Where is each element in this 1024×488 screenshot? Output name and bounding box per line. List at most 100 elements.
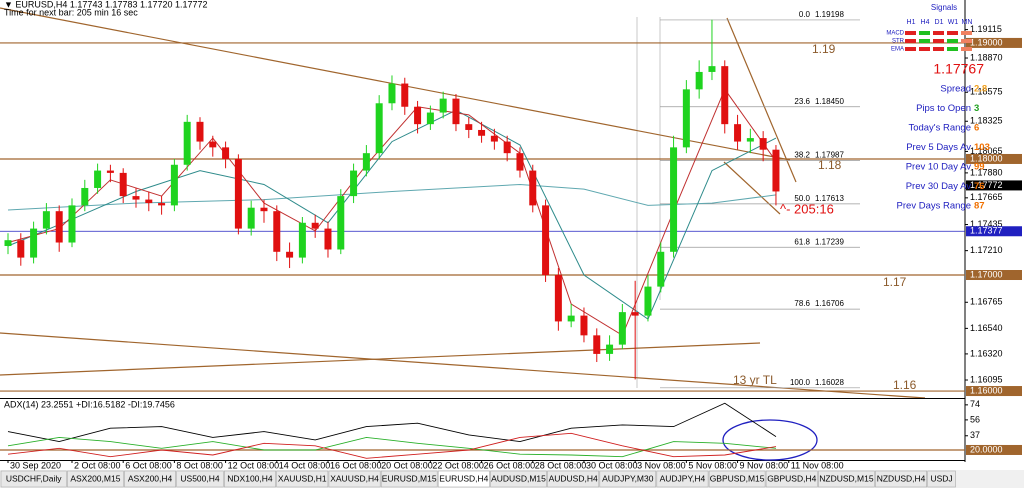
tab[interactable] (224, 470, 276, 488)
fib-level: 0.0 (799, 10, 811, 19)
candle-body (567, 315, 575, 322)
candle-body (721, 66, 729, 125)
candle-body (234, 158, 242, 229)
adx-level-label: 20.0000 (970, 444, 1003, 454)
candle-body (401, 83, 409, 107)
candle-body (119, 172, 127, 197)
tab[interactable] (547, 470, 600, 488)
fib-price: 1.16706 (815, 299, 844, 308)
annotation: 1.18 (818, 158, 842, 172)
tab[interactable] (437, 470, 490, 488)
candle-body (273, 211, 281, 252)
tab-label[interactable]: EURUSD,H4 (439, 473, 488, 483)
x-tick-label: 22 Oct 08:00 (432, 460, 484, 470)
adx-line (7, 432, 777, 459)
tab-label[interactable]: USDJ (930, 473, 952, 483)
tab[interactable] (124, 470, 177, 488)
tab-label[interactable]: AUDUSD,H4 (549, 473, 598, 483)
price-box (966, 386, 1022, 397)
signal-cell (947, 47, 958, 51)
tab-label[interactable]: NDX100,H4 (227, 473, 273, 483)
stat-label: Spread (940, 84, 971, 95)
tab-label[interactable]: XAUUSD,H4 (330, 473, 379, 483)
candle-body (529, 170, 537, 206)
signal-cell (933, 31, 944, 35)
signal-cell (919, 47, 930, 51)
candle-body (362, 153, 370, 171)
tab[interactable] (67, 470, 124, 488)
candle-body (298, 222, 306, 258)
tab-label[interactable]: AUDJPY,H4 (660, 473, 706, 483)
tab-label[interactable]: US500,H4 (180, 473, 219, 483)
x-tick-label: 20 Oct 08:00 (381, 460, 433, 470)
tab-label[interactable]: NZDUSD,M15 (819, 473, 874, 483)
fib-level: 61.8 (794, 237, 810, 246)
tab[interactable] (765, 470, 818, 488)
tab[interactable] (875, 470, 928, 488)
stat-value: 76 (974, 181, 985, 192)
adx-tick-label: 74 (970, 399, 980, 409)
tab[interactable] (276, 470, 329, 488)
y-tick-label: 1.18575 (970, 87, 1003, 97)
candle-body (132, 196, 140, 200)
tab[interactable] (380, 470, 438, 488)
candle-body (68, 205, 76, 243)
tab[interactable] (927, 470, 956, 488)
y-tick-label: 1.18065 (970, 146, 1003, 156)
tab-label[interactable]: GBPUSD,H4 (767, 473, 816, 483)
stat-value: 99 (974, 162, 985, 173)
tab[interactable] (490, 470, 547, 488)
candle-body (746, 138, 754, 142)
moving-average (7, 183, 777, 211)
signal-cell (933, 39, 944, 43)
candle-body (631, 312, 639, 316)
tab-label[interactable]: NZDUSD,H4 (877, 473, 926, 483)
candle-body (260, 207, 268, 212)
candle-body (618, 312, 626, 345)
tab-label[interactable]: ASX200,M15 (70, 473, 120, 483)
signal-cell (919, 31, 930, 35)
signal-cell (961, 31, 972, 35)
signal-cell (919, 39, 930, 43)
tab-label[interactable]: GBPUSD,M15 (710, 473, 765, 483)
tab-label[interactable]: AUDJPY,M30 (602, 473, 654, 483)
candle-body (145, 199, 153, 204)
signals-column: W1 (948, 19, 959, 26)
candle-body (670, 147, 678, 252)
x-tick-label: 12 Oct 08:00 (228, 460, 280, 470)
tab-label[interactable]: AUDUSD,M15 (491, 473, 546, 483)
candle-body (593, 335, 601, 354)
tab-label[interactable]: ASX200,H4 (128, 473, 173, 483)
tab-label[interactable]: EURUSD,M15 (382, 473, 437, 483)
fib-level: 50.0 (794, 194, 810, 203)
fib-level: 100.0 (790, 378, 811, 387)
tab[interactable] (176, 470, 224, 488)
tab-label[interactable]: USDCHF,Daily (6, 473, 62, 483)
tab[interactable] (0, 470, 67, 488)
tab[interactable] (328, 470, 381, 488)
tab[interactable] (708, 470, 766, 488)
y-tick-label: 1.17665 (970, 192, 1003, 202)
candle-body (350, 170, 358, 197)
wedge-line (723, 161, 781, 215)
fib-price: 1.19198 (815, 10, 844, 19)
tab[interactable] (818, 470, 875, 488)
adx-title: ADX(14) 23.2551 +DI:16.5182 -DI:19.7456 (4, 399, 175, 409)
candle-body (759, 138, 767, 150)
annotation: 1.19 (812, 42, 836, 56)
x-tick-label: 3 Nov 08:00 (637, 460, 686, 470)
stat-value: 87 (974, 201, 985, 212)
tab[interactable] (599, 470, 657, 488)
x-tick-label: 28 Oct 08:00 (535, 460, 587, 470)
tab[interactable] (656, 470, 709, 488)
candle-body (55, 211, 63, 243)
candle-body (503, 141, 511, 154)
candle-body (554, 275, 562, 322)
fib-price: 1.17613 (815, 194, 844, 203)
tab-label[interactable]: XAUUSD,H1 (278, 473, 327, 483)
candle-body (580, 315, 588, 336)
stat-value: 103 (974, 142, 990, 153)
price-box-label: 1.16000 (970, 385, 1003, 395)
wedge-line (726, 17, 797, 183)
